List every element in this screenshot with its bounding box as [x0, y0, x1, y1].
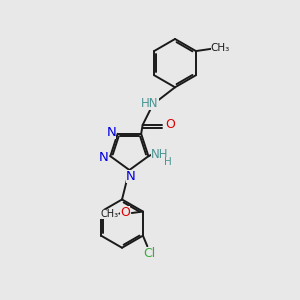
Text: N: N — [106, 126, 116, 139]
Text: N: N — [126, 170, 136, 183]
Text: O: O — [120, 206, 130, 219]
Text: Cl: Cl — [144, 247, 156, 260]
Text: CH₃: CH₃ — [100, 209, 118, 219]
Text: NH: NH — [151, 148, 168, 161]
Text: O: O — [165, 118, 175, 131]
Text: N: N — [99, 151, 109, 164]
Text: H: H — [164, 157, 172, 167]
Text: HN: HN — [141, 97, 159, 110]
Text: CH₃: CH₃ — [211, 43, 230, 52]
